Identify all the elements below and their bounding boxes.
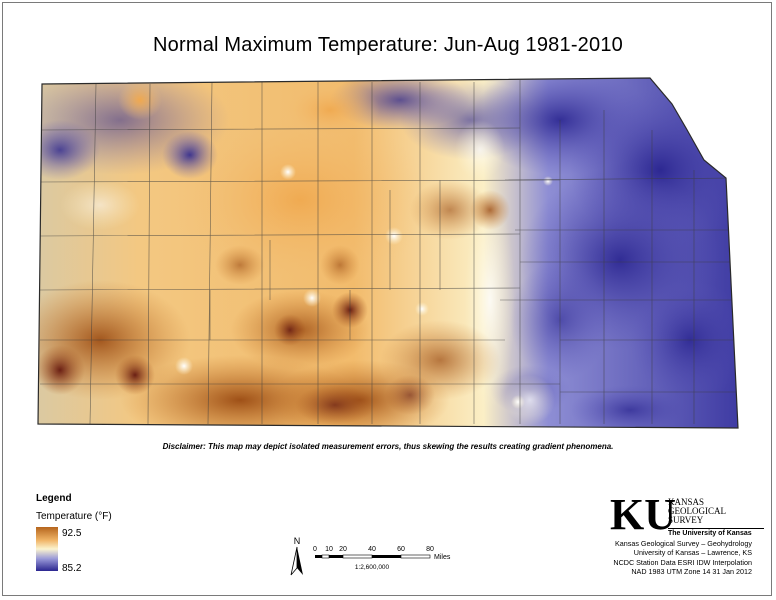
map-credits: Kansas Geological Survey – Geohydrology … xyxy=(613,539,752,577)
scale-tick-label: 80 xyxy=(426,546,434,553)
north-label: N xyxy=(293,536,301,546)
credit-line: University of Kansas – Lawrence, KS xyxy=(633,548,752,558)
north-arrow-icon xyxy=(290,546,303,576)
map-title: Normal Maximum Temperature: Jun-Aug 1981… xyxy=(153,34,623,56)
legend-max-label: 92.5 xyxy=(62,528,82,539)
county-boundaries xyxy=(39,80,737,425)
scale-tick-label: 10 xyxy=(325,546,333,553)
credit-line: NCDC Station Data ESRI IDW Interpolation xyxy=(613,557,752,567)
ku-mark: KU xyxy=(610,490,676,539)
scale-tick-label: 60 xyxy=(397,546,405,553)
scale-tick-label: 40 xyxy=(368,546,376,553)
state-outline xyxy=(37,77,739,429)
ku-survey-name: KANSAS GEOLOGICAL SURVEY xyxy=(668,497,726,525)
scale-unit: Miles xyxy=(434,554,451,561)
ku-logo: KU KANSAS GEOLOGICAL SURVEY The Universi… xyxy=(610,493,776,543)
credit-line: Kansas Geological Survey – Geohydrology xyxy=(614,539,752,548)
scale-tick-label: 0 xyxy=(313,546,317,553)
legend-variable: Temperature (°F) xyxy=(36,511,112,522)
scale-ratio: 1:2,600,000 xyxy=(355,564,390,571)
legend-min-label: 85.2 xyxy=(62,563,82,574)
scale-bar: 0 10 20 40 60 80 Miles 1:2,600,000 xyxy=(313,546,451,571)
disclaimer-text: Disclaimer: This map may depict isolated… xyxy=(162,442,614,451)
ku-university: The University of Kansas xyxy=(668,528,764,537)
scale-tick-label: 20 xyxy=(339,546,347,553)
legend-title: Legend xyxy=(36,493,72,504)
scale-bar-segments xyxy=(315,554,431,559)
color-ramp xyxy=(36,527,58,571)
north-arrow: N xyxy=(290,536,304,581)
temperature-surface xyxy=(38,78,738,428)
credit-line: NAD 1983 UTM Zone 14 31 Jan 2012 xyxy=(631,567,752,577)
